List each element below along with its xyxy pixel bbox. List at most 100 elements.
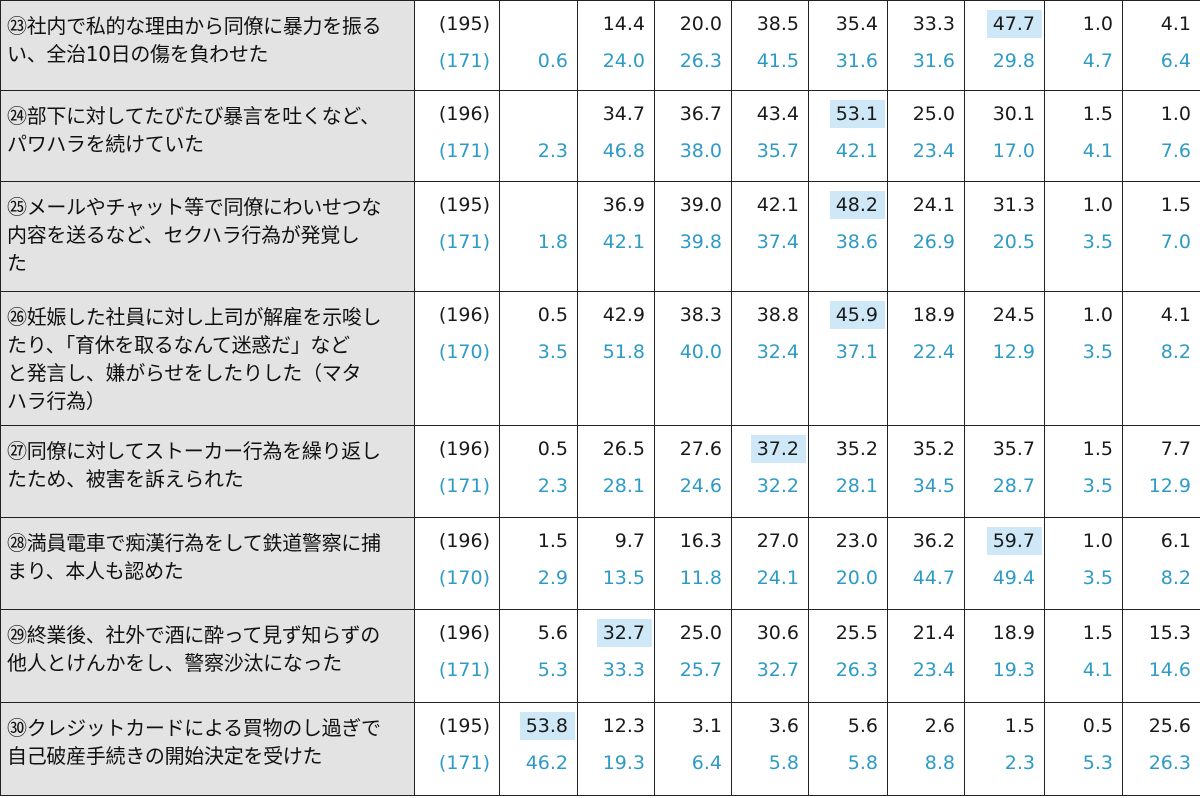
value-text: 1.0 [1082, 194, 1113, 216]
value-cell: 35.4 31.6 [808, 0, 888, 91]
row-description: ㉖妊娠した社員に対し上司が解雇を示唆し たり、「育休を取るなんて迷惑だ」など と発言… [0, 291, 415, 426]
row-description-line: 内容を送るなど、セクハラ行為が発覚し [7, 223, 360, 247]
value-cell: 24.1 26.9 [887, 181, 965, 292]
value-text: 36.7 [679, 103, 722, 125]
sample-size-bottom: (171) [438, 752, 490, 774]
table-row: ㉙終業後、社外で酒に酔って見ず知らずの 他人とけんかをし、警察沙汰になった (196… [0, 609, 1200, 703]
sample-size-top: (195) [438, 715, 490, 737]
value-text: 36.9 [602, 194, 645, 216]
value-cell: 1.0 3.5 [1044, 181, 1123, 292]
value-bottom: 2.3 [1004, 752, 1035, 774]
value-bottom: 3.5 [1082, 567, 1113, 589]
sample-size-cell: (196) (170) [414, 291, 500, 426]
value-cell: 30.1 17.0 [964, 90, 1045, 182]
value-cell: 36.9 42.1 [577, 181, 655, 292]
value-bottom: 5.8 [768, 752, 799, 774]
value-cell: 48.2 38.6 [808, 181, 888, 292]
value-cell: 39.0 39.8 [654, 181, 732, 292]
value-text: 1.0 [1082, 530, 1113, 552]
value-text: 4.1 [1160, 13, 1191, 35]
value-text: 43.4 [756, 103, 799, 125]
value-top: 38.3 [655, 297, 722, 334]
value-top: 36.7 [655, 96, 722, 133]
highlighted-value: 53.8 [519, 712, 575, 740]
value-top: 39.0 [655, 187, 722, 224]
row-description: ㉓社内で私的な理由から同僚に暴力を振る い、全治10日の傷を負わせた [0, 0, 415, 91]
sample-size-bottom: (171) [438, 50, 490, 72]
sample-size-bottom: (171) [438, 475, 490, 497]
value-cell: 18.9 22.4 [887, 291, 965, 426]
row-description-line: 自己破産手続きの開始決定を受けた [7, 744, 323, 768]
value-top: 1.5 [500, 523, 568, 560]
value-cell: 30.6 32.7 [731, 609, 809, 703]
value-top: 1.0 [1045, 187, 1113, 224]
value-top: 1.0 [1045, 6, 1113, 43]
value-bottom: 3.5 [1082, 231, 1113, 253]
table-row: ㉔部下に対してたびたび暴言を吐くなど、 パワハラを続けていた (196) (171) 2… [0, 90, 1200, 182]
sample-size-top: (195) [438, 13, 490, 35]
value-top: 14.4 [578, 6, 645, 43]
value-cell: 37.2 32.2 [731, 425, 809, 518]
value-text: 0.5 [1082, 715, 1113, 737]
value-text: 25.6 [1148, 715, 1191, 737]
value-cell: 7.7 12.9 [1122, 425, 1200, 518]
table-row: ㉘満員電車で痴漢行為をして鉄道警察に捕 まり、本人も認めた (196) (170) 1.… [0, 517, 1200, 610]
value-cell: 1.5 3.5 [1044, 425, 1123, 518]
value-text: 7.7 [1160, 438, 1191, 460]
value-text: 14.4 [602, 13, 645, 35]
value-bottom: 28.7 [992, 475, 1035, 497]
value-text: 5.6 [847, 715, 878, 737]
value-bottom: 2.3 [537, 140, 568, 162]
value-cell: 0.6 [499, 0, 578, 91]
value-bottom: 38.0 [679, 140, 722, 162]
value-cell: 35.2 28.1 [808, 425, 888, 518]
value-text: 21.4 [912, 622, 955, 644]
value-text: 4.1 [1160, 304, 1191, 326]
value-text: 3.1 [691, 715, 722, 737]
value-text: 2.6 [924, 715, 955, 737]
value-bottom: 3.5 [1082, 341, 1113, 363]
value-cell: 4.1 8.2 [1122, 291, 1200, 426]
value-top: 5.6 [809, 708, 878, 745]
value-top: 1.5 [1123, 187, 1191, 224]
table-row: ㉚クレジットカードによる買物のし過ぎで 自己破産手続きの開始決定を受けた (195)… [0, 702, 1200, 796]
value-bottom: 28.1 [835, 475, 878, 497]
value-top: 1.5 [1045, 431, 1113, 468]
value-cell: 31.3 20.5 [964, 181, 1045, 292]
row-description: ㉗同僚に対してストーカー行為を繰り返し たため、被害を訴えられた [0, 425, 415, 518]
value-cell: 5.6 5.8 [808, 702, 888, 796]
row-description-line: ㉘満員電車で痴漢行為をして鉄道警察に捕 [7, 531, 381, 555]
value-top: 59.7 [965, 523, 1042, 560]
value-bottom: 40.0 [679, 341, 722, 363]
row-description-line: ㉙終業後、社外で酒に酔って見ず知らずの [7, 623, 380, 647]
value-text: 1.5 [1082, 103, 1113, 125]
value-bottom: 26.9 [912, 231, 955, 253]
value-bottom: 19.3 [602, 752, 645, 774]
value-bottom: 2.3 [537, 475, 568, 497]
value-bottom: 49.4 [992, 567, 1035, 589]
value-text: 24.1 [912, 194, 955, 216]
value-cell: 20.0 26.3 [654, 0, 732, 91]
sample-size-bottom: (171) [438, 140, 490, 162]
value-text: 12.3 [602, 715, 645, 737]
value-text: 38.3 [679, 304, 722, 326]
value-text: 35.2 [835, 438, 878, 460]
value-text: 18.9 [912, 304, 955, 326]
value-bottom: 42.1 [602, 231, 645, 253]
value-cell: 32.7 33.3 [577, 609, 655, 703]
row-description-line: まり、本人も認めた [7, 559, 184, 583]
value-cell: 53.8 46.2 [499, 702, 578, 796]
value-text: 25.0 [679, 622, 722, 644]
value-cell: 1.8 [499, 181, 578, 292]
value-top: 1.0 [1045, 523, 1113, 560]
value-top: 1.0 [1045, 297, 1113, 334]
value-top: 48.2 [809, 187, 885, 224]
row-description-line: ハラ行為） [7, 389, 106, 413]
value-cell: 35.7 28.7 [964, 425, 1045, 518]
value-bottom: 22.4 [912, 341, 955, 363]
value-top: 25.0 [655, 615, 722, 652]
value-cell: 1.5 2.3 [964, 702, 1045, 796]
value-bottom: 8.8 [924, 752, 955, 774]
